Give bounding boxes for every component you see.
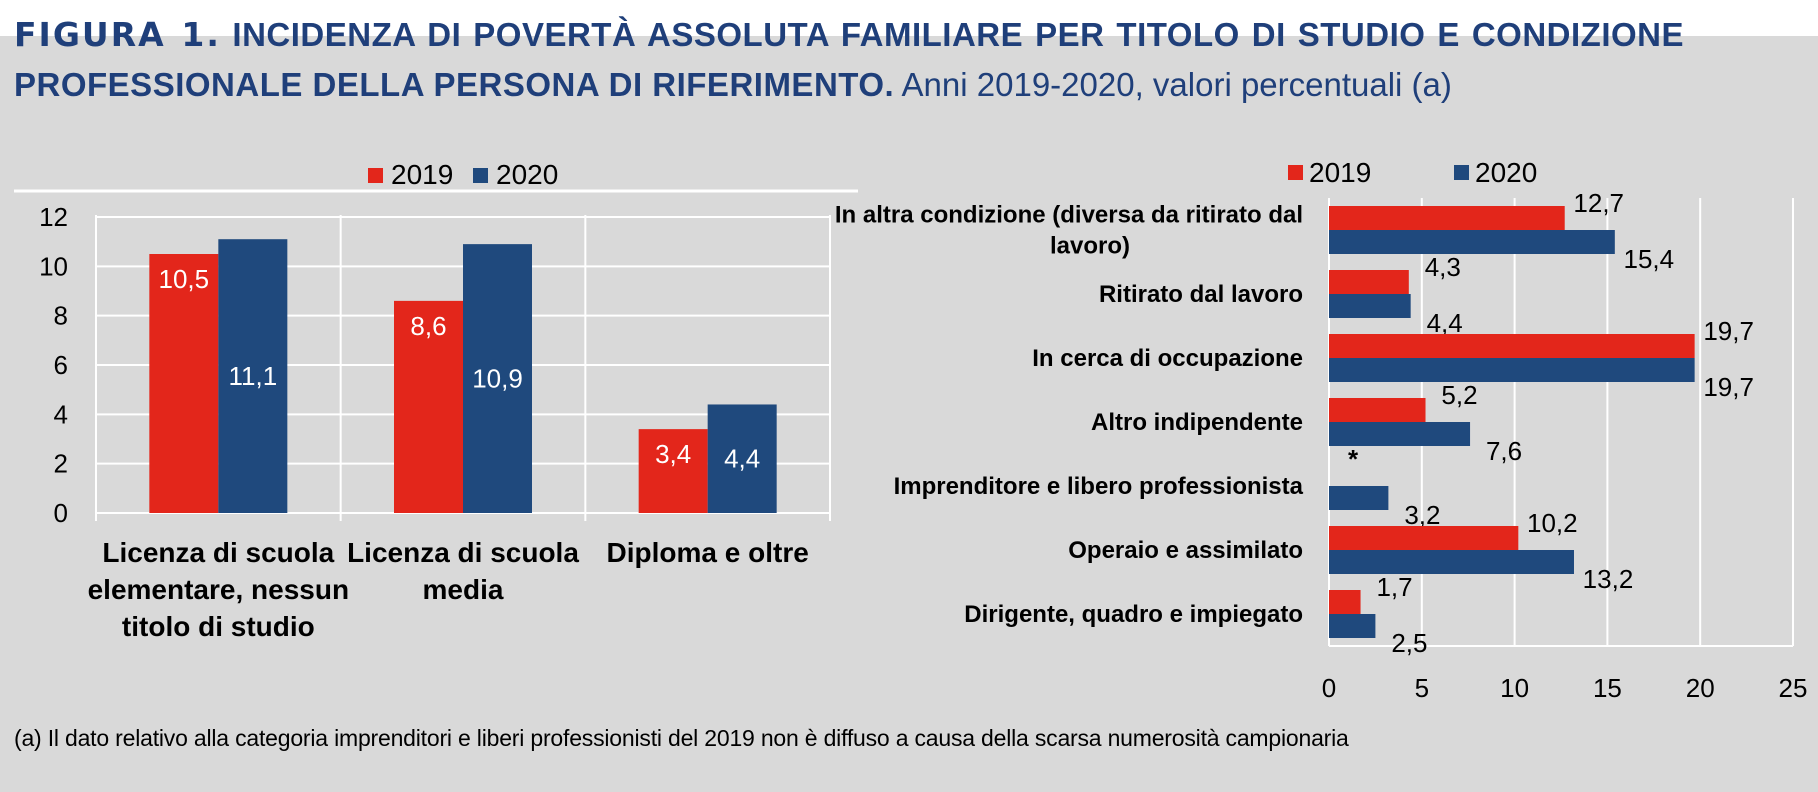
left-y-tick-label: 8 — [54, 301, 68, 331]
right-bar-value-label: 1,7 — [1376, 572, 1412, 602]
right-bar-value-label: 19,7 — [1703, 316, 1754, 346]
right-category-label: lavoro) — [1050, 233, 1130, 260]
right-bar-value-label: 3,2 — [1404, 500, 1440, 530]
left-legend-swatch-2020 — [473, 168, 488, 183]
right-category-label: Operaio e assimilato — [1068, 537, 1303, 564]
left-bar-value-label: 8,6 — [410, 311, 446, 341]
left-category-label: titolo di studio — [122, 611, 315, 642]
right-bar-2020 — [1329, 358, 1695, 382]
right-bar-value-label: 4,4 — [1427, 308, 1463, 338]
right-category-label: In cerca di occupazione — [1032, 345, 1303, 372]
right-bar-value-label: * — [1348, 444, 1359, 474]
left-bar-value-label: 3,4 — [655, 439, 691, 469]
right-category-label: In altra condizione (diversa da ritirato… — [835, 202, 1303, 229]
left-y-tick-label: 2 — [54, 449, 68, 479]
left-bar-2020 — [463, 244, 532, 513]
left-y-tick-label: 6 — [54, 350, 68, 380]
left-bar-value-label: 10,5 — [159, 264, 210, 294]
right-bar-2020 — [1329, 550, 1574, 574]
right-bar-value-label: 12,7 — [1573, 188, 1624, 218]
left-bar-2019 — [149, 254, 219, 513]
top-band — [0, 0, 1818, 36]
right-bar-2019 — [1329, 270, 1409, 294]
left-bar-2020 — [707, 404, 777, 513]
right-bar-value-label: 10,2 — [1527, 508, 1578, 538]
left-category-label: Licenza di scuola — [102, 537, 334, 568]
left-legend-label: 2019 — [391, 159, 453, 190]
right-bar-2019 — [1329, 398, 1426, 422]
right-bar-2019 — [1329, 334, 1695, 358]
right-bar-2020 — [1329, 486, 1389, 510]
left-category-label: elementare, nessun — [88, 574, 349, 605]
left-y-tick-label: 12 — [39, 202, 68, 232]
left-bar-value-label: 11,1 — [228, 361, 277, 391]
right-bar-value-label: 4,3 — [1425, 252, 1461, 282]
right-x-tick-label: 20 — [1686, 673, 1715, 703]
left-bar-2019 — [394, 300, 463, 513]
right-category-label: Dirigente, quadro e impiegato — [964, 601, 1303, 628]
title-subtitle: Anni 2019-2020, valori percentuali (a) — [901, 66, 1452, 103]
left-y-tick-label: 10 — [39, 251, 68, 281]
right-category-label: Ritirato dal lavoro — [1099, 281, 1303, 308]
left-category-label: media — [423, 574, 504, 605]
figure-number: FIGURA 1. — [14, 15, 221, 54]
title-bold: INCIDENZA DI POVERTÀ ASSOLUTA FAMILIARE … — [14, 16, 1685, 103]
right-x-tick-label: 25 — [1779, 673, 1808, 703]
right-x-tick-label: 0 — [1322, 673, 1336, 703]
right-bar-2020 — [1329, 614, 1376, 638]
right-legend-label: 2019 — [1309, 157, 1371, 188]
right-bar-value-label: 13,2 — [1583, 564, 1634, 594]
right-bar-2020 — [1329, 230, 1615, 254]
left-y-tick-label: 4 — [54, 399, 68, 429]
right-x-tick-label: 5 — [1415, 673, 1429, 703]
right-bar-2019 — [1329, 590, 1361, 614]
right-bar-value-label: 7,6 — [1486, 436, 1522, 466]
left-bar-value-label: 4,4 — [724, 444, 760, 474]
right-bar-value-label: 15,4 — [1624, 244, 1675, 274]
figure-title: FIGURA 1. INCIDENZA DI POVERTÀ ASSOLUTA … — [14, 10, 1684, 110]
right-bar-2020 — [1329, 294, 1411, 318]
left-bar-2019 — [638, 429, 708, 513]
right-x-tick-label: 15 — [1593, 673, 1622, 703]
left-bar-value-label: 10,9 — [472, 364, 523, 394]
left-bar-2020 — [218, 239, 288, 513]
footnote: (a) Il dato relativo alla categoria impr… — [14, 725, 1349, 751]
right-legend-label: 2020 — [1475, 157, 1537, 188]
left-legend-swatch-2019 — [368, 168, 383, 183]
right-legend-swatch-2019 — [1288, 165, 1303, 180]
right-bar-value-label: 19,7 — [1703, 372, 1754, 402]
right-bar-2019 — [1329, 526, 1519, 550]
right-x-tick-label: 10 — [1500, 673, 1529, 703]
right-legend-swatch-2020 — [1454, 165, 1469, 180]
right-bar-value-label: 2,5 — [1391, 628, 1427, 658]
left-category-label: Licenza di scuola — [347, 537, 579, 568]
left-y-tick-label: 0 — [54, 498, 68, 528]
left-legend-label: 2020 — [496, 159, 558, 190]
right-category-label: Imprenditore e libero professionista — [894, 473, 1304, 500]
left-category-label: Diploma e oltre — [607, 537, 809, 568]
right-category-label: Altro indipendente — [1091, 409, 1303, 436]
right-bar-2020 — [1329, 422, 1471, 446]
right-bar-2019 — [1329, 206, 1565, 230]
right-bar-value-label: 5,2 — [1441, 380, 1477, 410]
